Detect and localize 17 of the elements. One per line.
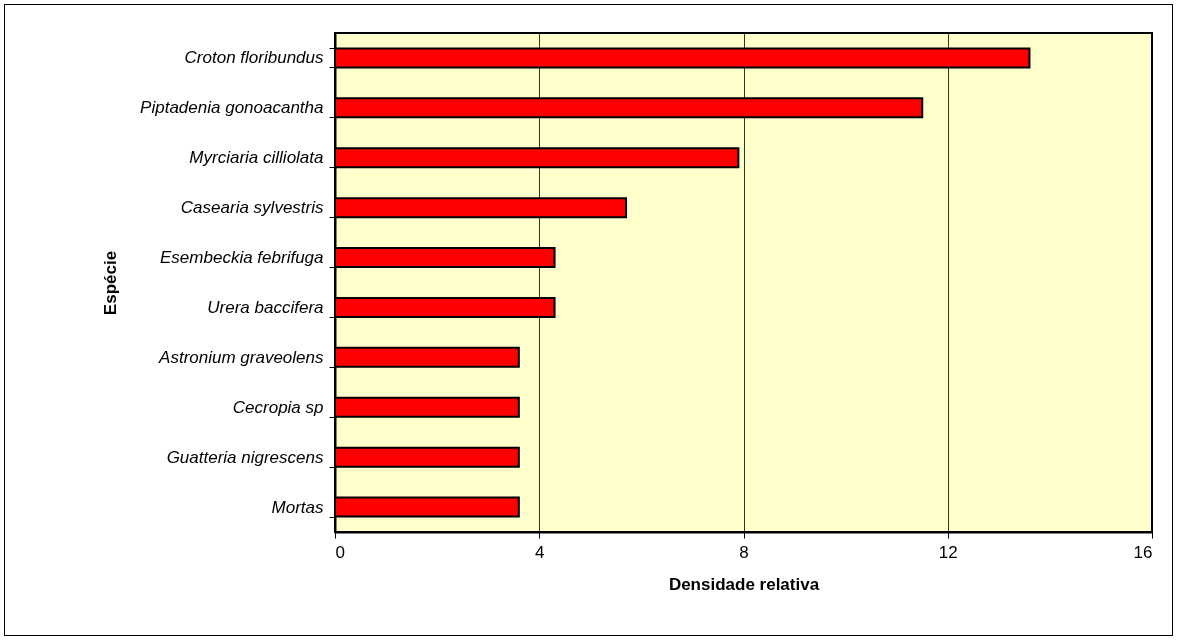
y-tick-label: Croton floribundus [184,48,324,68]
x-tick-label: 4 [535,542,545,562]
x-axis-title: Densidade relativa [668,574,820,594]
y-tick-label: Mortas [271,497,324,517]
y-tick-label: Guatteria nigrescens [166,447,324,467]
y-tick-label: Piptadenia gonoacantha [140,98,324,118]
y-tick-label: Casearia sylvestris [180,198,324,218]
y-tick-label: Astronium graveolens [158,347,324,367]
y-tick-label: Urera baccifera [207,297,324,317]
x-tick-label: 12 [938,542,958,562]
y-tick-label: Myrciaria cilliolata [189,148,324,168]
x-tick-label: 8 [739,542,749,562]
x-tick-label: 0 [335,542,345,562]
y-tick-label: Cecropia sp [232,397,324,417]
y-axis-title: Espécie [101,250,121,316]
y-tick-label: Esembeckia febrifuga [160,248,324,268]
x-tick-label: 16 [1133,542,1153,562]
